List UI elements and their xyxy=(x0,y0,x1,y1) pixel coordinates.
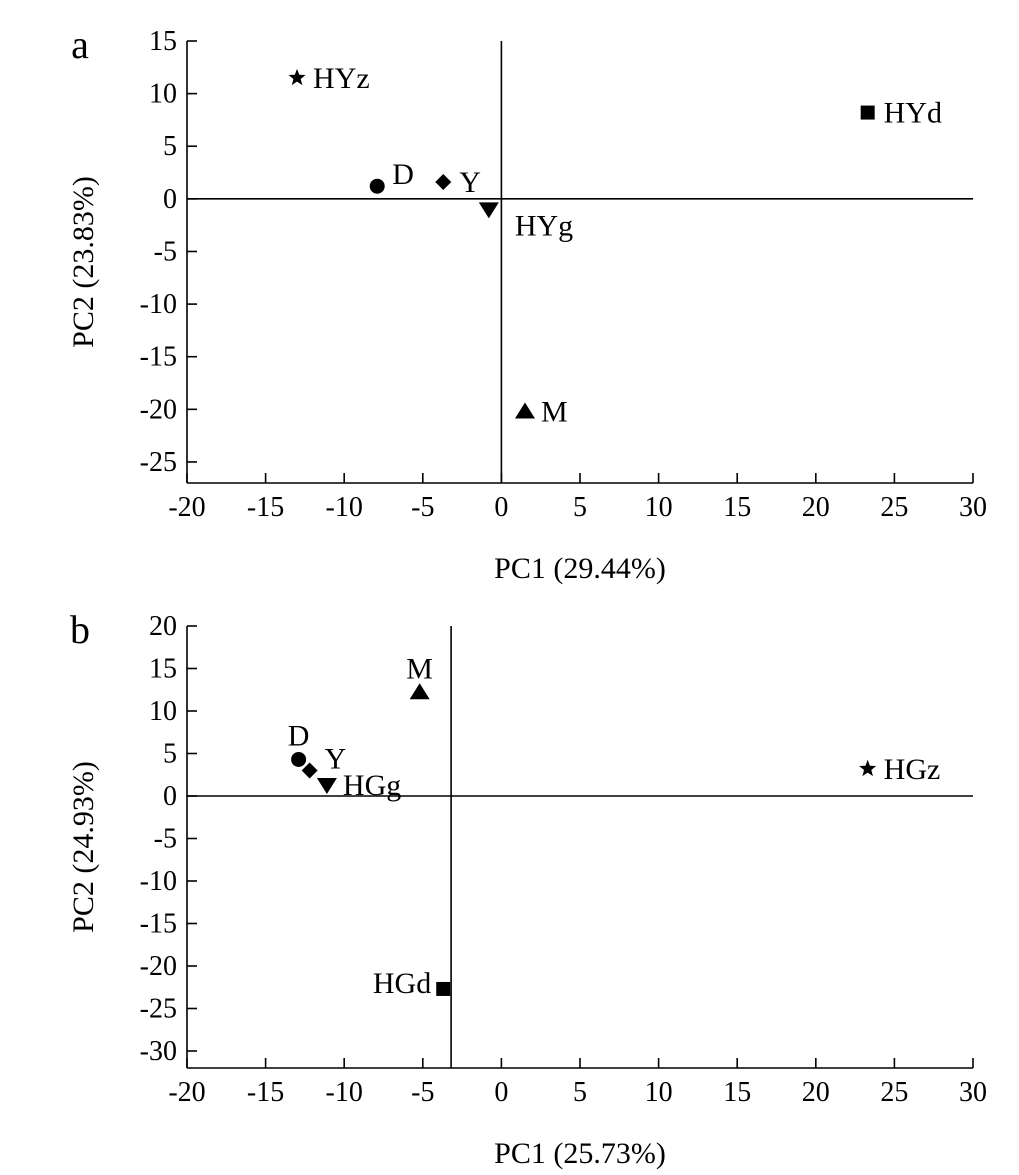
x-axis-label-a: PC1 (29.44%) xyxy=(494,552,666,585)
x-tick-label: 5 xyxy=(573,492,587,523)
x-tick-label: 15 xyxy=(723,492,751,523)
point-y-diamond-marker xyxy=(301,762,318,779)
y-tick-label: -20 xyxy=(140,951,177,982)
x-tick-label: 0 xyxy=(494,492,508,523)
y-axis-label-b: PC2 (24.93%) xyxy=(67,761,100,933)
y-tick-label: -15 xyxy=(140,342,177,373)
y-tick-label: -25 xyxy=(140,994,177,1025)
x-tick-label: 0 xyxy=(494,1077,508,1108)
x-tick-label: -15 xyxy=(247,1077,284,1108)
y-axis-label-a: PC2 (23.83%) xyxy=(67,176,100,348)
point-hgg-label: HGg xyxy=(343,769,401,802)
point-m-label: M xyxy=(406,652,433,685)
x-axis-label-b: PC1 (25.73%) xyxy=(494,1137,666,1170)
point-d-circle-marker xyxy=(369,178,385,194)
x-tick-label: 10 xyxy=(645,1077,673,1108)
point-y-diamond-marker xyxy=(435,174,452,191)
x-tick-label: 25 xyxy=(880,1077,908,1108)
y-tick-label: -10 xyxy=(140,289,177,320)
point-d-circle-marker xyxy=(291,751,307,767)
y-tick-label: -10 xyxy=(140,866,177,897)
x-tick-label: 15 xyxy=(723,1077,751,1108)
point-m-triangle-up-marker xyxy=(514,402,535,419)
panel-label-a: a xyxy=(71,22,89,67)
x-tick-label: -5 xyxy=(411,492,434,523)
point-hyd-label: HYd xyxy=(884,97,942,130)
x-tick-label: -10 xyxy=(326,1077,363,1108)
y-tick-label: 0 xyxy=(163,781,177,812)
x-tick-label: -20 xyxy=(168,492,205,523)
y-tick-label: -5 xyxy=(154,824,177,855)
point-hgz-star-marker xyxy=(859,759,877,777)
y-tick-label: 10 xyxy=(149,696,177,727)
x-tick-label: 20 xyxy=(802,492,830,523)
point-hyg-triangle-down-marker xyxy=(478,202,499,219)
point-hgd-square-marker xyxy=(436,981,451,996)
y-tick-label: -5 xyxy=(154,236,177,267)
x-tick-label: 30 xyxy=(959,1077,987,1108)
panel-b-scatter-plot: b -20 -15 -10 -5 0 5 10 15 20 25 30 20 15 10 5 0 -5 -10 -15… xyxy=(67,607,987,1170)
y-tick-label: 15 xyxy=(149,26,177,57)
y-tick-label: 5 xyxy=(163,739,177,770)
x-tick-label: 10 xyxy=(645,492,673,523)
y-tick-label: -30 xyxy=(140,1036,177,1067)
point-d-label: D xyxy=(288,719,310,752)
y-tick-label: 0 xyxy=(163,184,177,215)
x-tick-label: 25 xyxy=(880,492,908,523)
x-tick-label: 30 xyxy=(959,492,987,523)
point-hgg-triangle-down-marker xyxy=(316,777,337,794)
point-m-triangle-up-marker xyxy=(409,683,430,700)
y-tick-label: 15 xyxy=(149,654,177,685)
y-tick-label: 5 xyxy=(163,131,177,162)
point-hgd-label: HGd xyxy=(373,967,431,1000)
point-hyz-star-marker xyxy=(288,68,306,86)
point-hyg-label: HYg xyxy=(515,209,573,242)
x-tick-label: -20 xyxy=(168,1077,205,1108)
y-tick-label: 20 xyxy=(149,611,177,642)
point-y-label: Y xyxy=(325,743,347,776)
panel-label-b: b xyxy=(70,607,90,652)
x-tick-label: -5 xyxy=(411,1077,434,1108)
x-tick-label: -10 xyxy=(326,492,363,523)
point-hgz-label: HGz xyxy=(884,753,941,786)
point-hyd-square-marker xyxy=(860,105,875,120)
point-y-label: Y xyxy=(459,166,481,199)
y-tick-label: -15 xyxy=(140,909,177,940)
point-hyz-label: HYz xyxy=(313,62,370,95)
point-d-label: D xyxy=(392,158,414,191)
y-tick-label: 10 xyxy=(149,79,177,110)
point-m-label: M xyxy=(541,395,568,428)
x-tick-label: -15 xyxy=(247,492,284,523)
x-tick-label: 20 xyxy=(802,1077,830,1108)
panel-a-scatter-plot: a -20 -15 -10 -5 0 5 10 15 20 25 30 15 10 5 0 -5 -10 -15 -2… xyxy=(67,22,987,585)
y-tick-label: -25 xyxy=(140,447,177,478)
y-tick-label: -20 xyxy=(140,394,177,425)
x-tick-label: 5 xyxy=(573,1077,587,1108)
